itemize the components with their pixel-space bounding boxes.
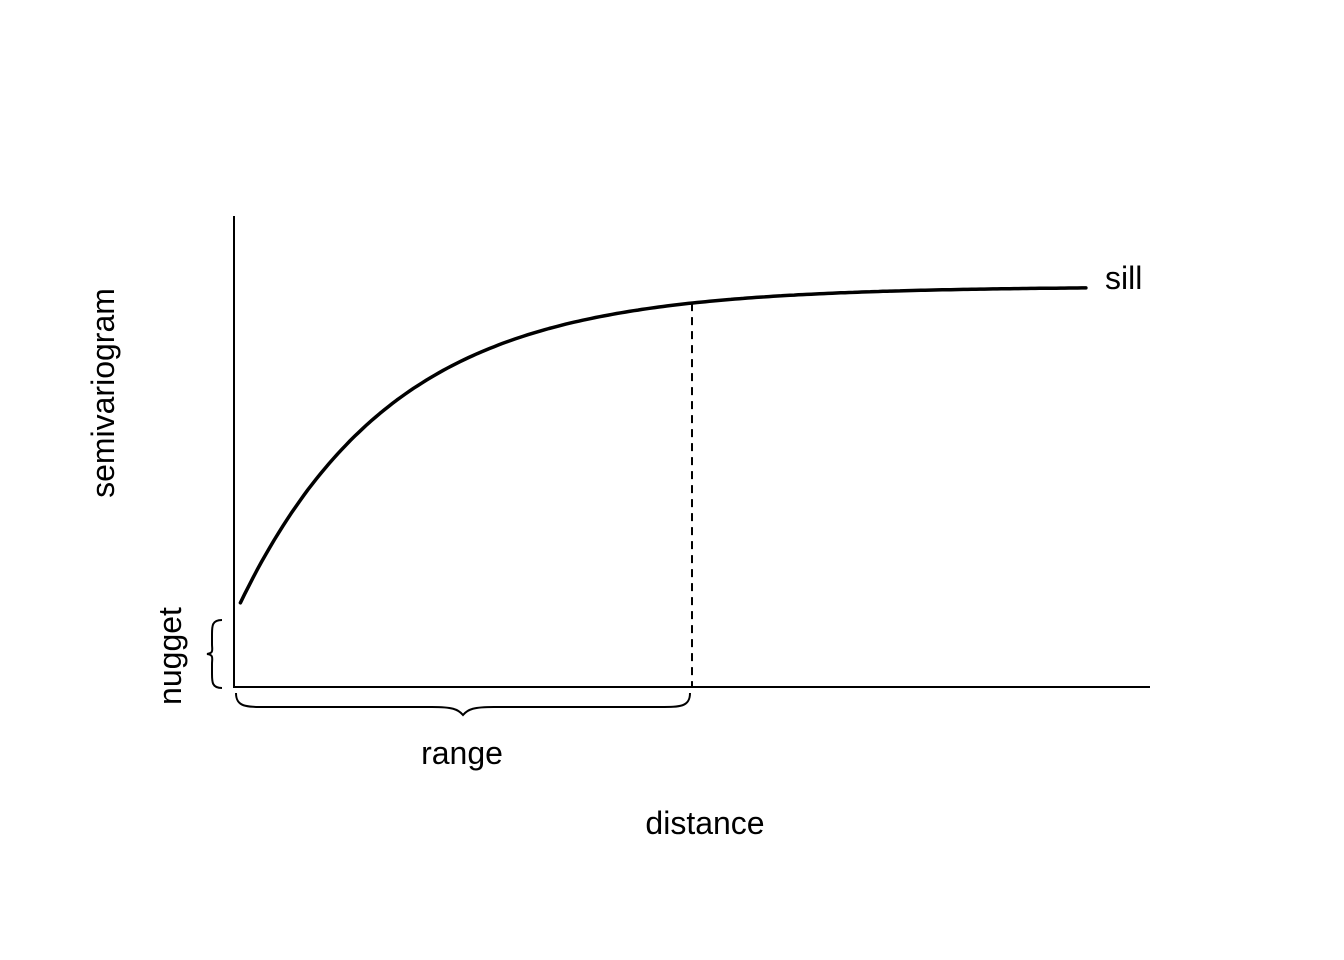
nugget-label: nugget	[152, 607, 188, 705]
range-brace	[235, 692, 691, 717]
x-axis-label: distance	[645, 805, 764, 841]
sill-label: sill	[1105, 260, 1142, 296]
range-label: range	[421, 735, 503, 771]
nugget-brace	[206, 619, 223, 689]
semivariogram-curve	[238, 286, 1088, 605]
y-axis-label: semivariogram	[85, 288, 121, 498]
